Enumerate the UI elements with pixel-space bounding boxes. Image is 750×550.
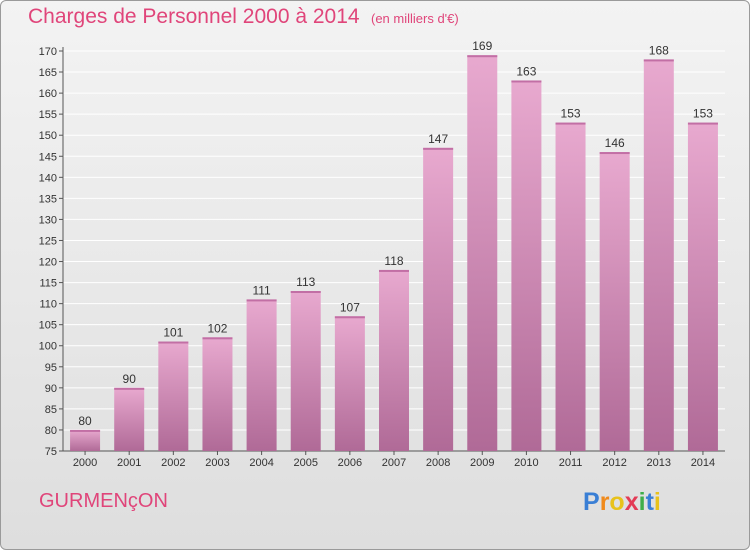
value-label: 111 (252, 283, 271, 297)
x-tick-label: 2002 (161, 457, 185, 469)
bar-top-edge (246, 299, 277, 302)
bar-2002 (158, 341, 189, 451)
logo-letter: r (599, 488, 610, 516)
bar-2012 (599, 152, 630, 452)
x-tick-label: 2001 (117, 457, 141, 469)
y-tick-label: 115 (39, 278, 57, 290)
bar-top-edge (379, 269, 409, 272)
bar-top-edge (423, 147, 454, 150)
y-tick-label: 155 (39, 109, 57, 121)
bar-top-edge (158, 341, 189, 344)
bar-top-edge (599, 152, 630, 155)
logo-letter: t (645, 488, 654, 516)
y-tick-label: 110 (39, 299, 57, 311)
commune-name: GURMENçON (39, 490, 168, 512)
y-tick-label: 170 (39, 46, 57, 58)
bar-top-edge (114, 387, 145, 390)
value-label: 169 (472, 39, 492, 53)
x-tick-label: 2005 (293, 457, 317, 469)
x-tick-label: 2009 (470, 457, 494, 469)
bar-2000 (70, 429, 101, 451)
x-tick-label: 2000 (73, 457, 97, 469)
x-tick-label: 2004 (249, 457, 273, 469)
y-tick-label: 100 (39, 341, 57, 353)
y-tick-label: 80 (45, 425, 57, 437)
bar-2006 (334, 316, 365, 451)
y-tick-label: 85 (45, 404, 57, 416)
bar-top-edge (334, 316, 365, 319)
bar-2014 (687, 122, 718, 451)
value-label: 113 (296, 275, 315, 289)
y-tick-label: 120 (39, 257, 57, 269)
y-tick-label: 165 (39, 67, 57, 79)
x-tick-label: 2008 (426, 457, 450, 469)
x-tick-label: 2014 (691, 457, 715, 469)
y-tick-label: 150 (39, 130, 57, 142)
bar-2013 (643, 59, 674, 451)
bars (70, 55, 718, 452)
bar-2011 (555, 122, 586, 451)
chart-subtitle: (en milliers d'€) (371, 11, 459, 26)
value-label: 80 (78, 414, 92, 428)
bar-top-edge (202, 337, 233, 340)
bar-2005 (290, 291, 321, 451)
value-label: 118 (384, 254, 403, 268)
proxiti-logo: Proxiti (583, 488, 661, 517)
value-label: 163 (516, 64, 536, 78)
bar-top-edge (643, 59, 674, 62)
bar-2008 (423, 147, 454, 451)
value-label: 168 (649, 43, 669, 57)
y-tick-label: 160 (39, 88, 57, 100)
y-tick-label: 140 (39, 172, 57, 184)
x-tick-label: 2006 (338, 457, 362, 469)
bar-2010 (511, 80, 542, 451)
bar-top-edge (511, 80, 542, 83)
bar-top-edge (290, 291, 321, 293)
y-tick-label: 145 (39, 151, 57, 163)
y-tick-label: 105 (39, 320, 57, 332)
value-labels: 80 2000 90 2001 101 2002 102 2003 111 2004 113 2005… (73, 39, 715, 469)
value-label: 146 (605, 136, 625, 150)
y-tick-label: 95 (45, 362, 57, 374)
chart-title: Charges de Personnel 2000 à 2014 (28, 5, 360, 28)
value-label: 153 (693, 107, 713, 121)
logo-letter: i (653, 488, 661, 516)
x-tick-label: 2013 (647, 457, 671, 469)
bar-top-edge (70, 429, 101, 432)
logo-letter: o (609, 488, 625, 516)
value-label: 101 (163, 326, 183, 340)
x-tick-label: 2003 (205, 457, 229, 469)
value-label: 107 (340, 300, 360, 314)
bar-top-edge (687, 122, 718, 125)
bar-2001 (114, 387, 145, 451)
value-label: 153 (561, 107, 581, 121)
logo-letter: P (583, 488, 600, 516)
bar-2004 (246, 299, 277, 451)
value-label: 102 (207, 321, 227, 335)
y-tick-label: 130 (39, 214, 57, 226)
logo-letter: x (624, 488, 639, 516)
y-tick-label: 125 (39, 235, 57, 247)
x-tick-label: 2011 (559, 457, 583, 469)
bar-top-edge (555, 122, 586, 125)
logo-letter: i (638, 488, 646, 516)
y-tick-label: 135 (39, 193, 57, 205)
y-tick-label: 90 (45, 383, 57, 395)
value-label: 90 (123, 372, 137, 386)
bar-top-edge (467, 55, 498, 58)
y-tick-label: 75 (45, 446, 57, 458)
x-tick-label: 2010 (514, 457, 538, 469)
bar-2007 (379, 269, 409, 451)
x-tick-label: 2007 (382, 457, 406, 469)
bar-2009 (467, 55, 498, 452)
value-label: 147 (428, 132, 448, 146)
bar-2003 (202, 337, 233, 451)
x-tick-label: 2012 (602, 457, 626, 469)
